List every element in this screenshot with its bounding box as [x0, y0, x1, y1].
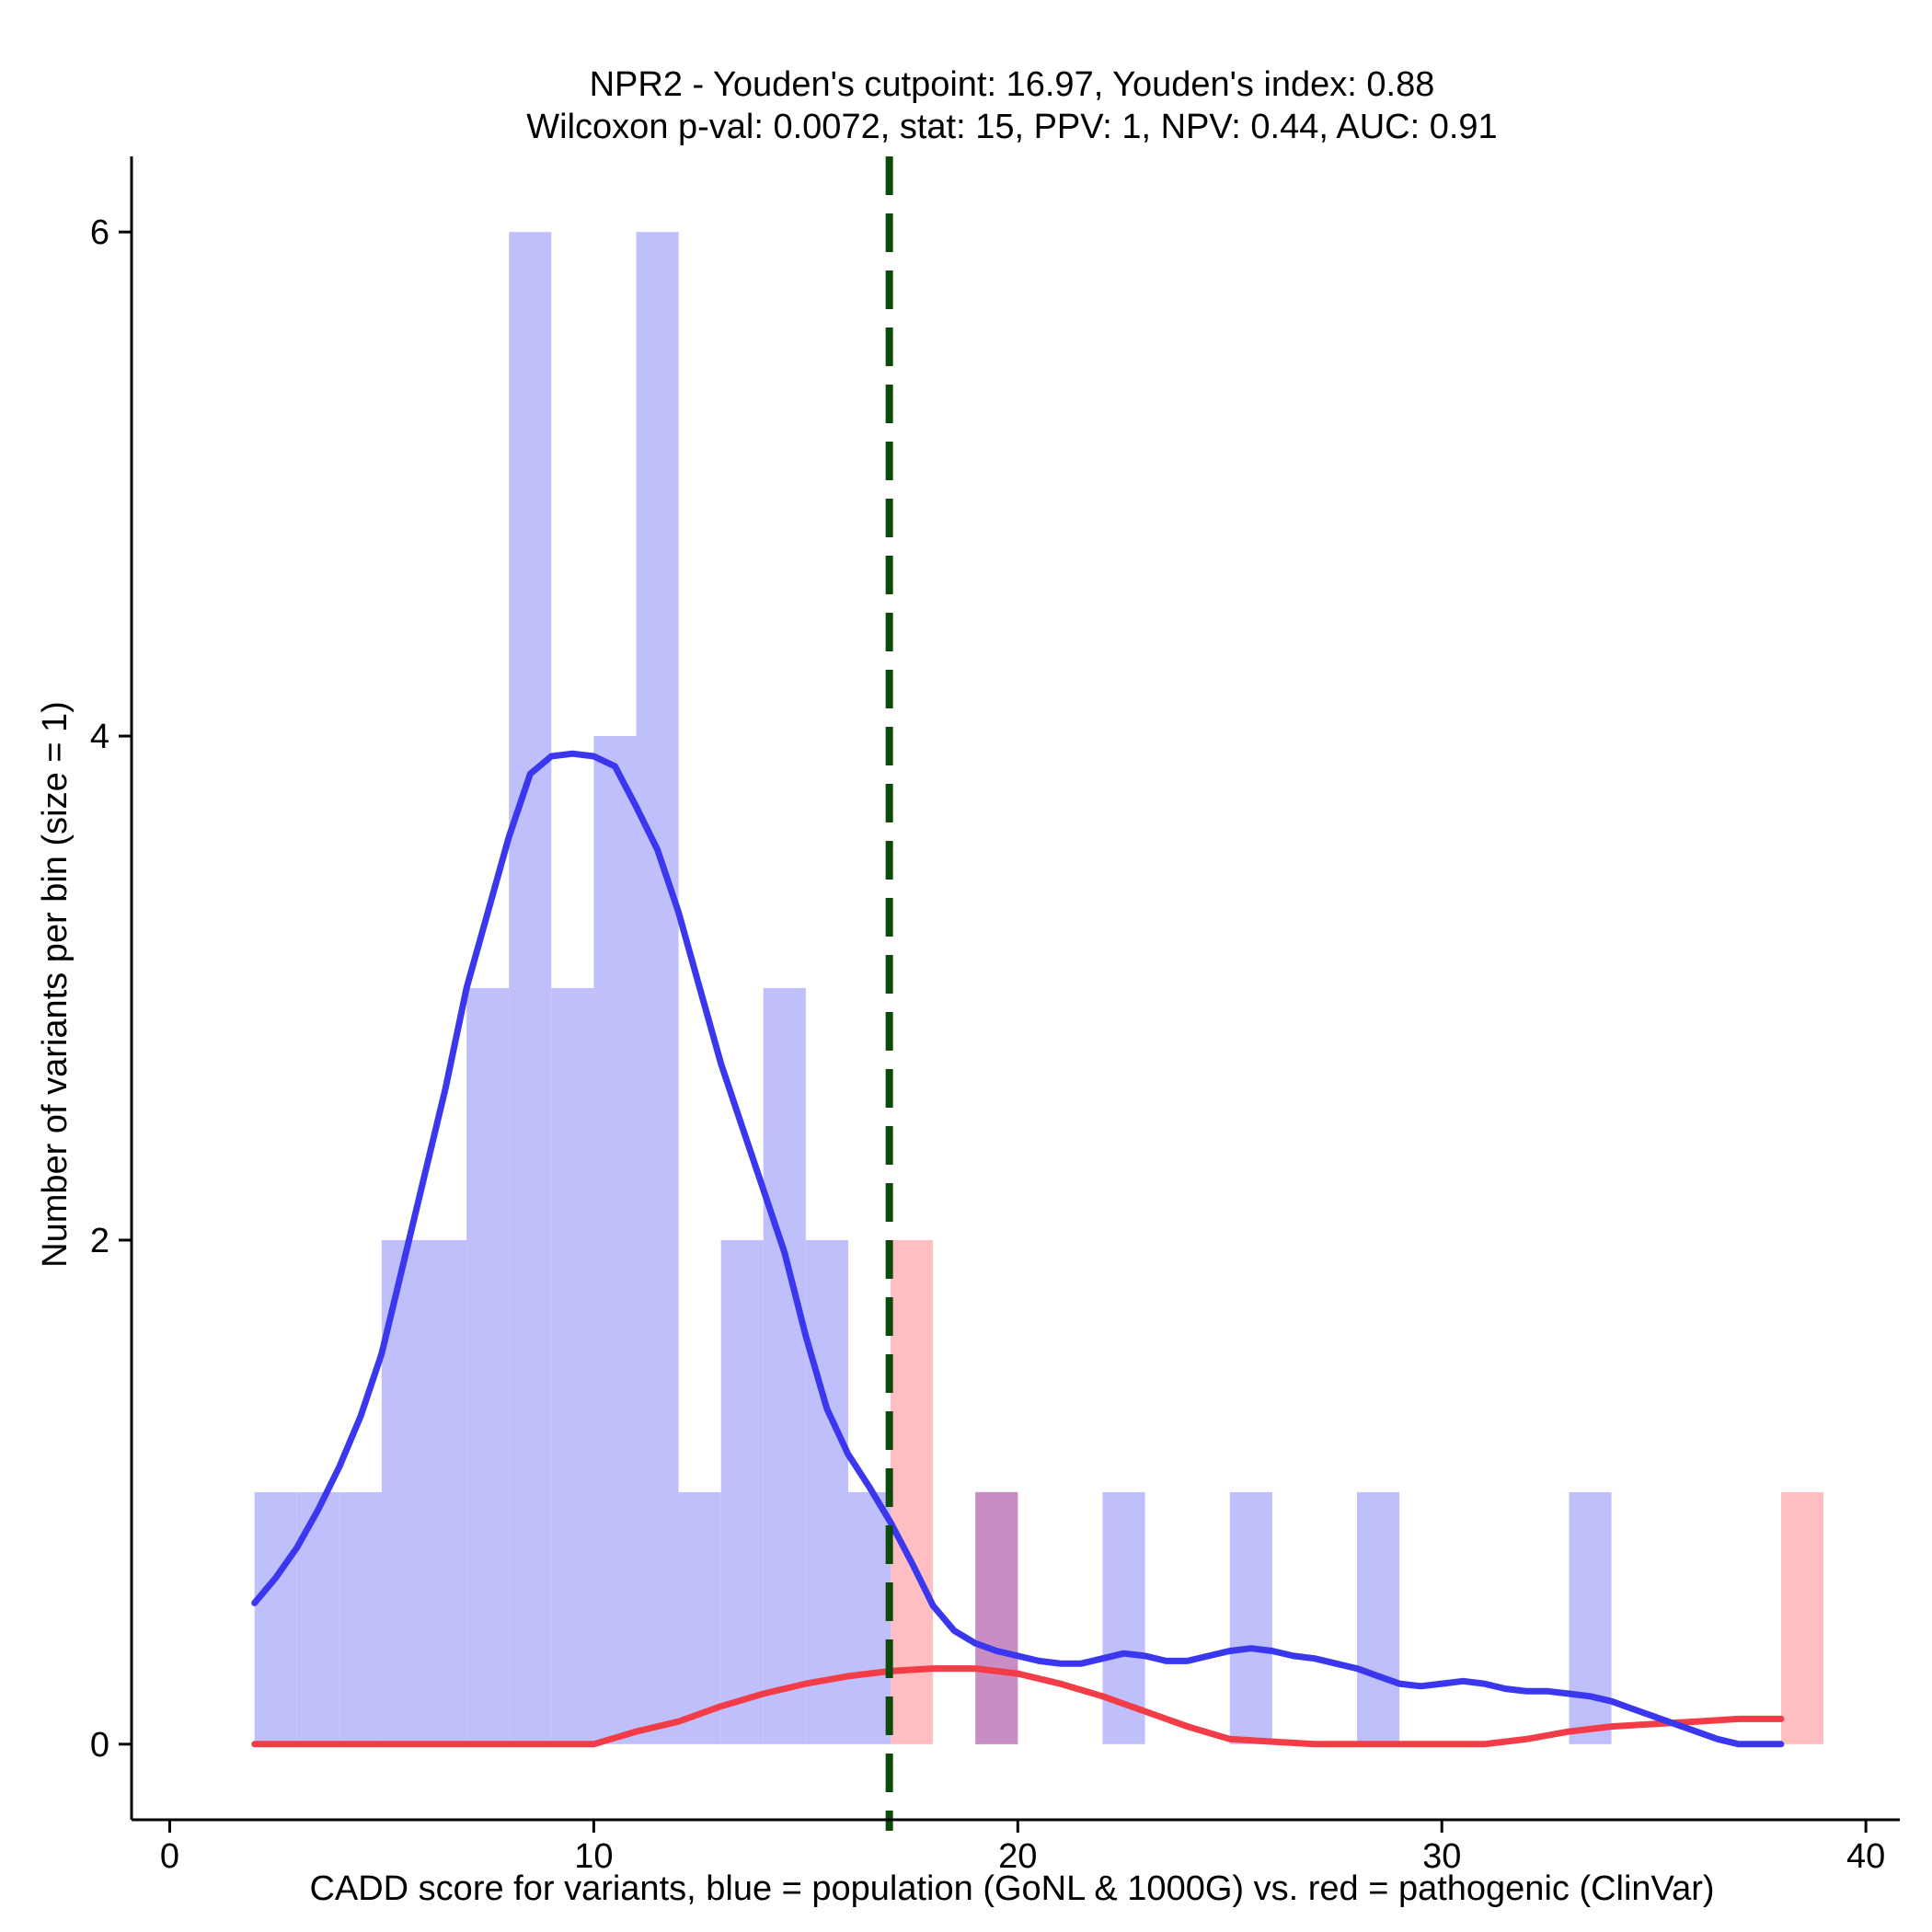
x-tick-label: 20 — [998, 1837, 1037, 1876]
y-axis-ticks: 0 2 4 6 — [90, 213, 132, 1765]
population-bar — [805, 1239, 848, 1744]
population-bar — [254, 1491, 297, 1744]
chart-title-line-1: NPR2 - Youden's cutpoint: 16.97, Youden'… — [590, 65, 1435, 104]
population-bar — [678, 1491, 721, 1744]
pathogenic-bar — [1780, 1491, 1824, 1744]
y-tick-label: 4 — [90, 718, 109, 756]
chart-title-line-2: Wilcoxon p-val: 0.0072, stat: 15, PPV: 1… — [526, 108, 1497, 146]
y-tick-label: 2 — [90, 1222, 109, 1260]
x-tick-label: 30 — [1422, 1837, 1461, 1876]
population-bar — [636, 232, 679, 1744]
x-tick-label: 0 — [160, 1837, 179, 1876]
population-bars — [254, 232, 1612, 1744]
population-bar — [593, 736, 637, 1744]
x-axis-label: CADD score for variants, blue = populati… — [309, 1869, 1714, 1908]
population-bar — [509, 232, 552, 1744]
population-bar — [551, 988, 594, 1744]
population-bar — [339, 1491, 382, 1744]
x-tick-label: 10 — [574, 1837, 613, 1876]
population-bar — [466, 988, 510, 1744]
population-bar — [847, 1491, 891, 1744]
density-curves — [251, 750, 1785, 1748]
pathogenic-bars — [891, 1239, 1824, 1744]
population-bar — [1569, 1491, 1612, 1744]
population-bar — [720, 1239, 764, 1744]
pathogenic-bar-overlap — [975, 1491, 1018, 1744]
population-bar — [424, 1239, 467, 1744]
y-tick-label: 0 — [90, 1726, 109, 1765]
y-axis-label: Number of variants per bin (size = 1) — [36, 701, 75, 1268]
x-tick-label: 40 — [1846, 1837, 1885, 1876]
x-axis-ticks: 0 10 20 30 40 — [160, 1820, 1885, 1876]
population-bar — [763, 988, 806, 1744]
pathogenic-density-line — [251, 1665, 1785, 1748]
population-bar — [1229, 1491, 1272, 1744]
y-tick-label: 6 — [90, 213, 109, 252]
pathogenic-bar — [891, 1239, 934, 1744]
population-density-line — [251, 750, 1785, 1748]
population-bar — [1357, 1491, 1400, 1744]
axes: 0 10 20 30 40 0 2 4 6 — [90, 156, 1900, 1876]
title: NPR2 - Youden's cutpoint: 16.97, Youden'… — [526, 65, 1497, 146]
